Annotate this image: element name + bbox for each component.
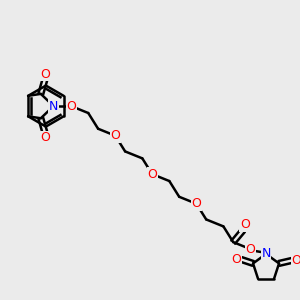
Text: N: N (49, 100, 58, 112)
Text: O: O (40, 131, 50, 144)
Text: O: O (40, 68, 50, 81)
Text: O: O (191, 197, 201, 210)
Text: O: O (240, 218, 250, 231)
Text: O: O (66, 100, 76, 112)
Text: O: O (147, 168, 157, 181)
Text: O: O (245, 243, 255, 256)
Text: O: O (232, 253, 242, 266)
Text: O: O (66, 100, 76, 112)
Text: N: N (261, 248, 271, 260)
Text: O: O (110, 129, 120, 142)
Text: N: N (261, 248, 271, 260)
Text: O: O (292, 254, 300, 267)
